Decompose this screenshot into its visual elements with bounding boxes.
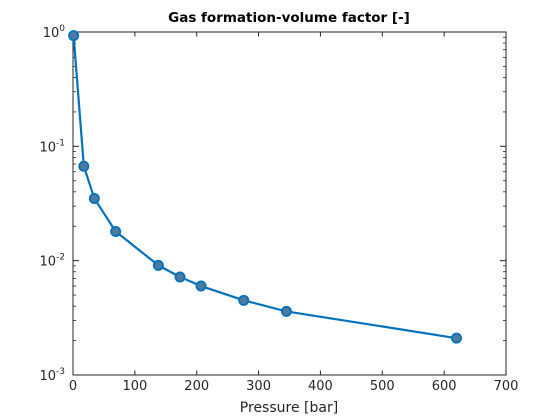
plot-area: 0 100 200 300 400 500 600 700 10-3 10-2 10-1 100 — [39, 24, 518, 394]
data-point — [110, 225, 122, 237]
x-axis-label: Pressure [bar] — [240, 400, 338, 416]
x-tick-label: 100 — [122, 379, 147, 394]
y-tick-label: 100 — [43, 24, 66, 41]
x-tick-label: 0 — [69, 379, 77, 394]
data-point — [152, 259, 164, 271]
x-tick-label: 400 — [308, 379, 333, 394]
data-point — [195, 280, 207, 292]
data-point — [68, 30, 80, 42]
x-tick-label: 700 — [494, 379, 519, 394]
series-line — [72, 35, 457, 340]
x-tick-label: 300 — [246, 379, 271, 394]
data-point — [88, 192, 100, 204]
y-tick-label: 10-1 — [39, 138, 65, 155]
x-tick-label: 600 — [432, 379, 457, 394]
x-tick-label: 500 — [370, 379, 395, 394]
y-tick-label: 10-2 — [39, 253, 65, 270]
axes-box — [72, 31, 507, 376]
chart-title: Gas formation-volume factor [-] — [168, 10, 410, 26]
data-point — [451, 332, 463, 344]
data-point — [238, 294, 250, 306]
data-point — [280, 305, 292, 317]
y-tick-label: 10-3 — [39, 367, 65, 384]
x-tick-label: 200 — [184, 379, 209, 394]
data-point — [78, 160, 90, 172]
data-point — [174, 271, 186, 283]
